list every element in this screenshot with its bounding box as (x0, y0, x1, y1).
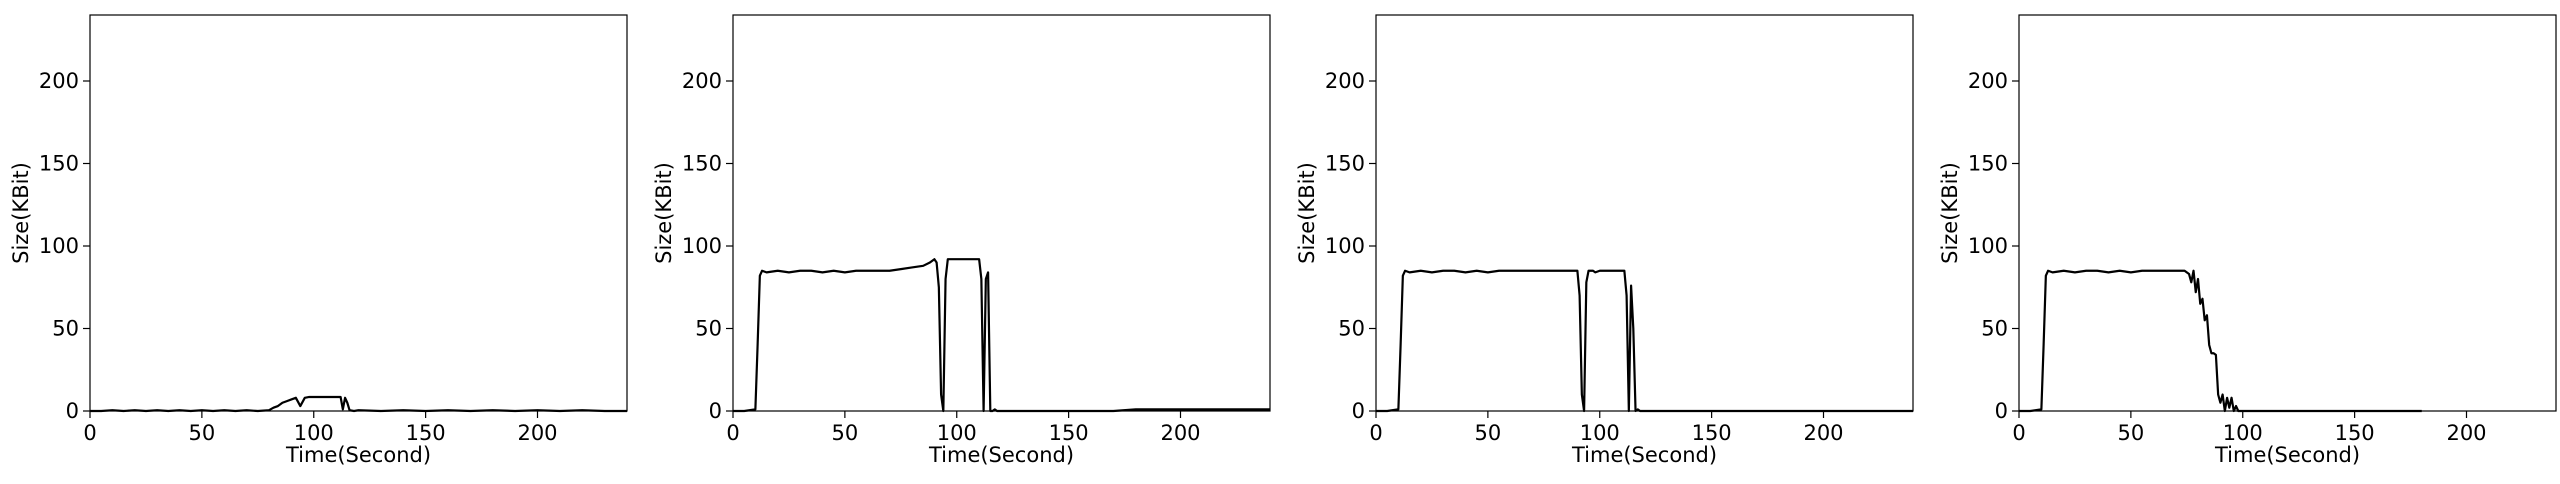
y-tick-label: 0 (709, 399, 722, 423)
chart-panel-2: 0 50 100 150 200 0 50 100 150 200 Time(Second) Size… (652, 14, 1271, 467)
y-tick-label: 50 (1981, 317, 2008, 341)
x-tick-label: 50 (189, 421, 216, 445)
chart-panel-1: 0 50 100 150 200 0 50 100 150 200 Time(Second) Size… (9, 14, 628, 467)
x-tick-label: 50 (1475, 421, 1502, 445)
y-tick-label: 150 (1968, 152, 2008, 176)
x-tick-label: 0 (83, 421, 96, 445)
x-tick-label: 200 (1803, 421, 1843, 445)
y-axis-label: Size(KBit) (1295, 162, 1319, 264)
x-tick-label: 0 (2012, 421, 2025, 445)
x-tick-label: 0 (1369, 421, 1382, 445)
x-tick-label: 150 (1049, 421, 1089, 445)
plot-frame (2018, 14, 2557, 412)
y-tick-label: 0 (66, 399, 79, 423)
x-axis-label: Time(Second) (285, 443, 431, 467)
x-tick-label: 50 (2118, 421, 2145, 445)
x-tick-label: 100 (2223, 421, 2263, 445)
x-tick-label: 150 (1692, 421, 1732, 445)
y-axis-label: Size(KBit) (9, 162, 33, 264)
x-tick-label: 150 (406, 421, 446, 445)
y-tick-label: 100 (682, 234, 722, 258)
x-tick-label: 100 (294, 421, 334, 445)
y-tick-label: 200 (39, 69, 79, 93)
y-tick-label: 200 (1968, 69, 2008, 93)
chart-panel-3: 0 50 100 150 200 0 50 100 150 200 Time(Second) Size… (1295, 14, 1914, 467)
y-axis-label: Size(KBit) (1938, 162, 1962, 264)
series-line-1 (2019, 269, 2422, 413)
x-tick-label: 100 (1580, 421, 1620, 445)
y-tick-label: 200 (1325, 69, 1365, 93)
x-tick-label: 0 (726, 421, 739, 445)
y-tick-label: 150 (682, 152, 722, 176)
y-tick-label: 150 (39, 152, 79, 176)
x-tick-label: 50 (832, 421, 859, 445)
plot-frame (89, 14, 628, 412)
x-tick-label: 200 (2446, 421, 2486, 445)
y-tick-label: 200 (682, 69, 722, 93)
y-tick-label: 50 (52, 317, 79, 341)
chart-panel-4: 0 50 100 150 200 0 50 100 150 200 Time(Second) Size… (1938, 14, 2557, 467)
y-tick-label: 100 (1968, 234, 2008, 258)
series-line-1 (90, 395, 627, 413)
y-tick-label: 50 (1338, 317, 1365, 341)
y-axis-label: Size(KBit) (652, 162, 676, 264)
y-tick-label: 50 (695, 317, 722, 341)
plot-frame (1375, 14, 1914, 412)
plot-frame (732, 14, 1271, 412)
y-tick-label: 0 (1995, 399, 2008, 423)
x-tick-label: 150 (2335, 421, 2375, 445)
x-axis-label: Time(Second) (1571, 443, 1717, 467)
series-line-1 (733, 258, 1270, 413)
y-tick-label: 0 (1352, 399, 1365, 423)
x-tick-label: 100 (937, 421, 977, 445)
y-tick-label: 150 (1325, 152, 1365, 176)
x-tick-label: 200 (517, 421, 557, 445)
x-axis-label: Time(Second) (2214, 443, 2360, 467)
y-tick-label: 100 (39, 234, 79, 258)
x-tick-label: 200 (1160, 421, 1200, 445)
series-line-1 (1376, 269, 1913, 413)
y-tick-label: 100 (1325, 234, 1365, 258)
x-axis-label: Time(Second) (928, 443, 1074, 467)
